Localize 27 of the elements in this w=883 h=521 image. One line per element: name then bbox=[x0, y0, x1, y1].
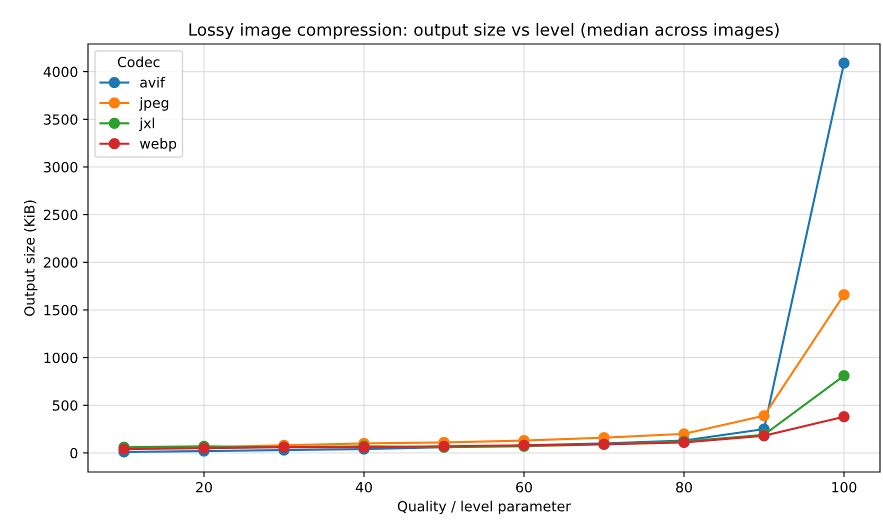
x-tick-label: 80 bbox=[676, 482, 692, 492]
legend-label: jpeg bbox=[139, 97, 168, 111]
y-tick-label: 3500 bbox=[44, 114, 78, 125]
y-tick-label: 500 bbox=[52, 400, 78, 411]
y-tick-label: 1500 bbox=[44, 304, 78, 316]
y-tick-label: 2500 bbox=[44, 210, 78, 220]
x-tick-label: 20 bbox=[196, 482, 212, 492]
y-axis-title: Output size (KiB) bbox=[24, 200, 38, 316]
legend-label: avif bbox=[140, 76, 166, 88]
y-tick-label: 2000 bbox=[44, 257, 78, 268]
x-tick-label: 40 bbox=[356, 482, 372, 492]
x-tick-label: 100 bbox=[832, 482, 856, 492]
legend-title: Codec bbox=[118, 56, 160, 68]
y-tick-label: 4000 bbox=[44, 66, 78, 78]
point bbox=[838, 58, 850, 69]
y-tick-label: 0 bbox=[70, 448, 78, 458]
point bbox=[838, 370, 850, 382]
point bbox=[758, 410, 770, 422]
point bbox=[838, 411, 850, 422]
point bbox=[838, 289, 850, 300]
legend-label: jxl bbox=[139, 118, 154, 132]
legend-label: webp bbox=[140, 138, 176, 152]
x-axis-title: Quality / level parameter bbox=[398, 500, 571, 514]
x-tick-label: 60 bbox=[516, 482, 532, 492]
y-tick-label: 1000 bbox=[44, 352, 78, 364]
chart-title: Lossy image compression: output size vs level (median across images) bbox=[190, 23, 779, 40]
y-tick-label: 3000 bbox=[44, 162, 78, 172]
